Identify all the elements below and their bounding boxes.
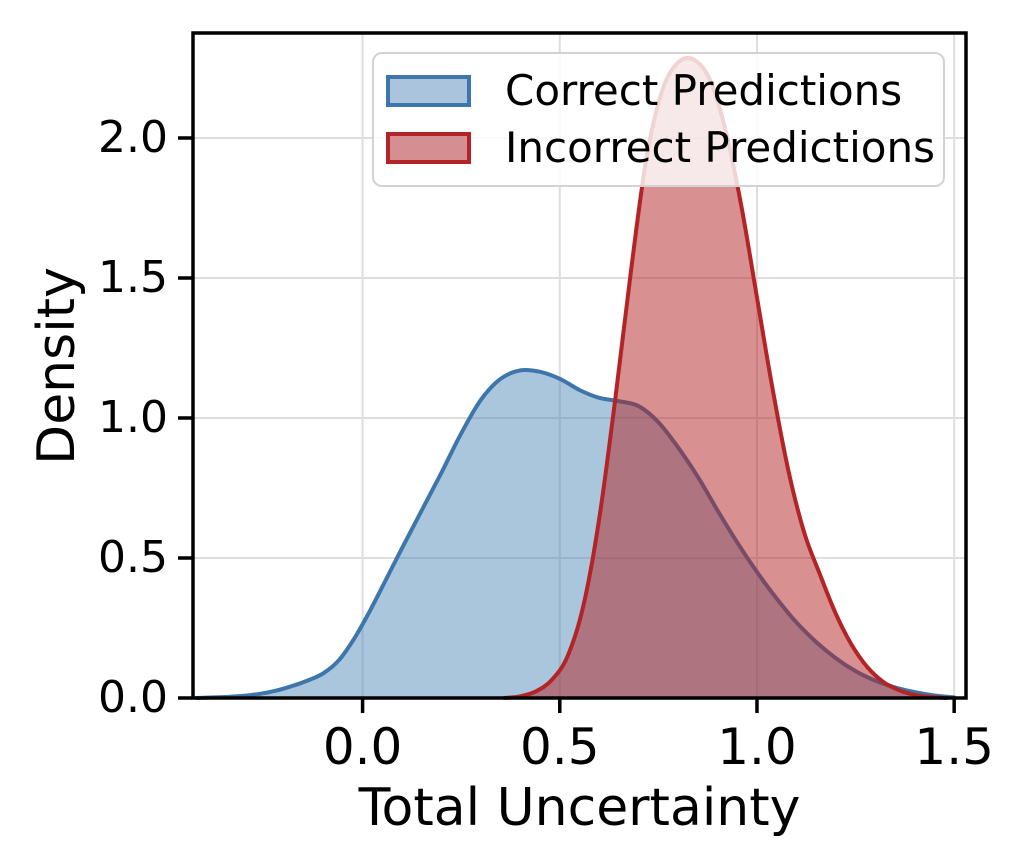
axes-spines: [191, 31, 968, 700]
y-tick-label: 1.5: [98, 252, 168, 303]
legend-item-correct: Correct Predictions: [386, 65, 929, 117]
x-tick-label: 1.5: [914, 718, 994, 776]
legend-label-incorrect: Incorrect Predictions: [505, 123, 935, 172]
series-incorrect-fill: [504, 57, 947, 699]
legend-item-incorrect: Incorrect Predictions: [386, 122, 935, 174]
y-tick-label: 0.0: [98, 672, 168, 723]
legend-swatch-correct-icon: [386, 75, 471, 107]
y-tick-label: 1.0: [98, 392, 168, 443]
x-tick-label: 0.0: [322, 718, 403, 776]
legend-box: Correct Predictions Incorrect Prediction…: [372, 52, 945, 187]
x-axis-label: Total Uncertainty: [358, 778, 801, 838]
y-tick-label: 2.0: [98, 112, 168, 163]
x-tick-label: 1.0: [717, 718, 797, 776]
legend-label-correct: Correct Predictions: [505, 66, 903, 115]
x-tick-label: 0.5: [520, 718, 600, 776]
y-tick-label: 0.5: [98, 532, 168, 583]
legend-swatch-incorrect-icon: [386, 132, 471, 164]
